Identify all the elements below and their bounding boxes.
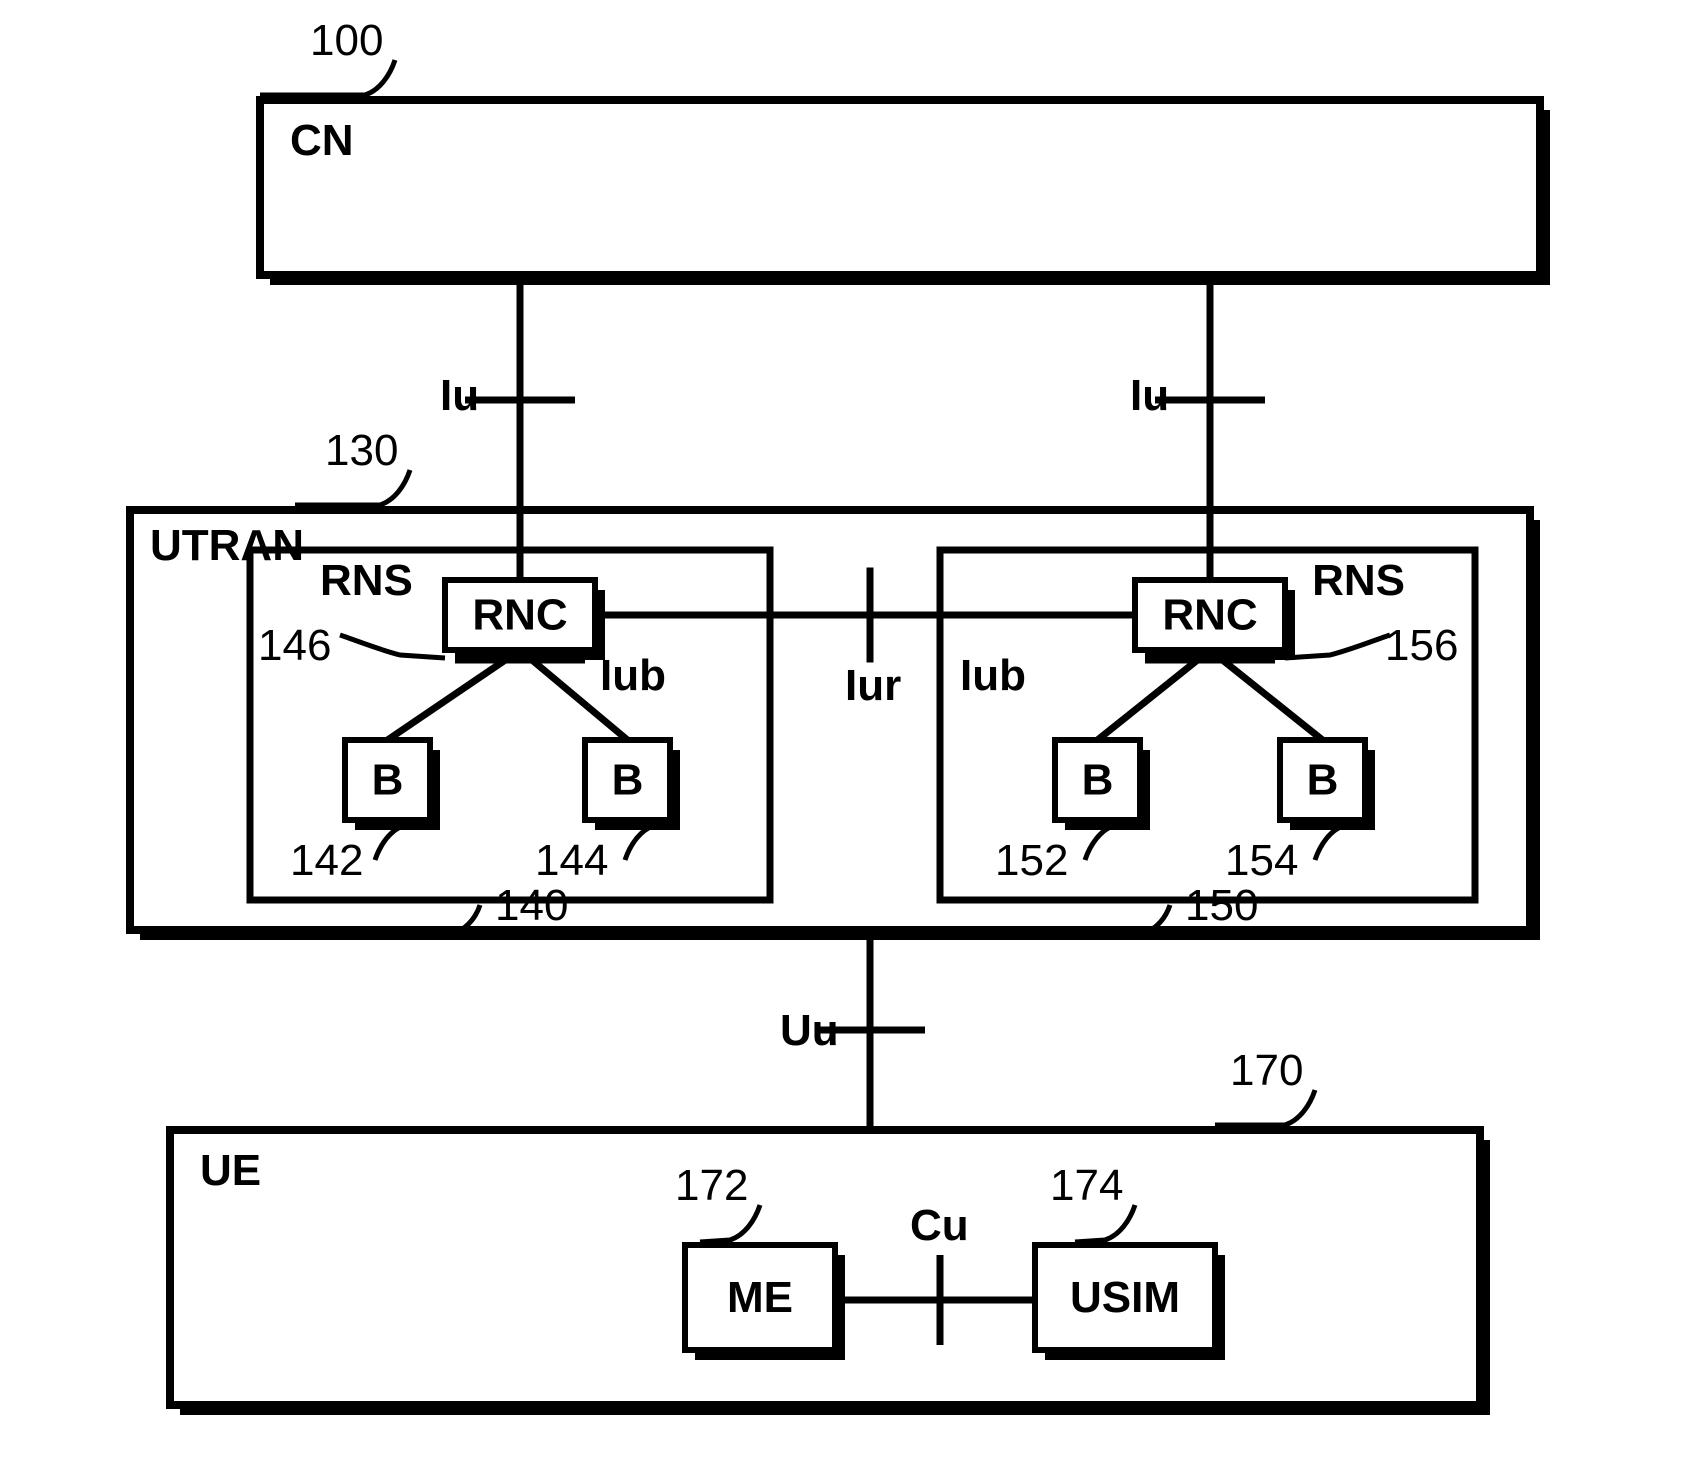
rns2-ref: 150 [1185,881,1258,930]
iur-label: Iur [845,661,901,710]
rnc1-text: RNC [472,591,567,640]
iu2-label: Iu [1130,371,1169,420]
usim-text: USIM [1070,1273,1180,1322]
ue-ref: 170 [1230,1046,1303,1095]
cn-label: CN [290,116,354,165]
rnc2-text: RNC [1162,591,1257,640]
b154-text: B [1307,756,1339,805]
utran-ref: 130 [325,426,398,475]
rnc1-ref: 146 [258,621,331,670]
cn-ref: 100 [310,16,383,65]
usim-ref: 174 [1050,1161,1123,1210]
b154-ref: 154 [1225,836,1298,885]
b142-ref: 142 [290,836,363,885]
me-ref: 172 [675,1161,748,1210]
me-text: ME [727,1273,793,1322]
utran-label: UTRAN [150,521,304,570]
iub1-label: Iub [600,651,666,700]
ue-label: UE [200,1146,261,1195]
b142-text: B [372,756,404,805]
ue-lead [1215,1090,1315,1125]
uu-label: Uu [780,1006,839,1055]
rnc2-ref: 156 [1385,621,1458,670]
b144-ref: 144 [535,836,608,885]
cn-block [260,100,1540,275]
b152-text: B [1082,756,1114,805]
b144-text: B [612,756,644,805]
utran-lead [295,470,410,505]
rns1-label: RNS [320,556,413,605]
cn-lead [260,60,395,95]
rns2-label: RNS [1312,556,1405,605]
rns1-ref: 140 [495,881,568,930]
b152-ref: 152 [995,836,1068,885]
iub2-label: Iub [960,651,1026,700]
cu-label: Cu [910,1201,969,1250]
iu1-label: Iu [440,371,479,420]
